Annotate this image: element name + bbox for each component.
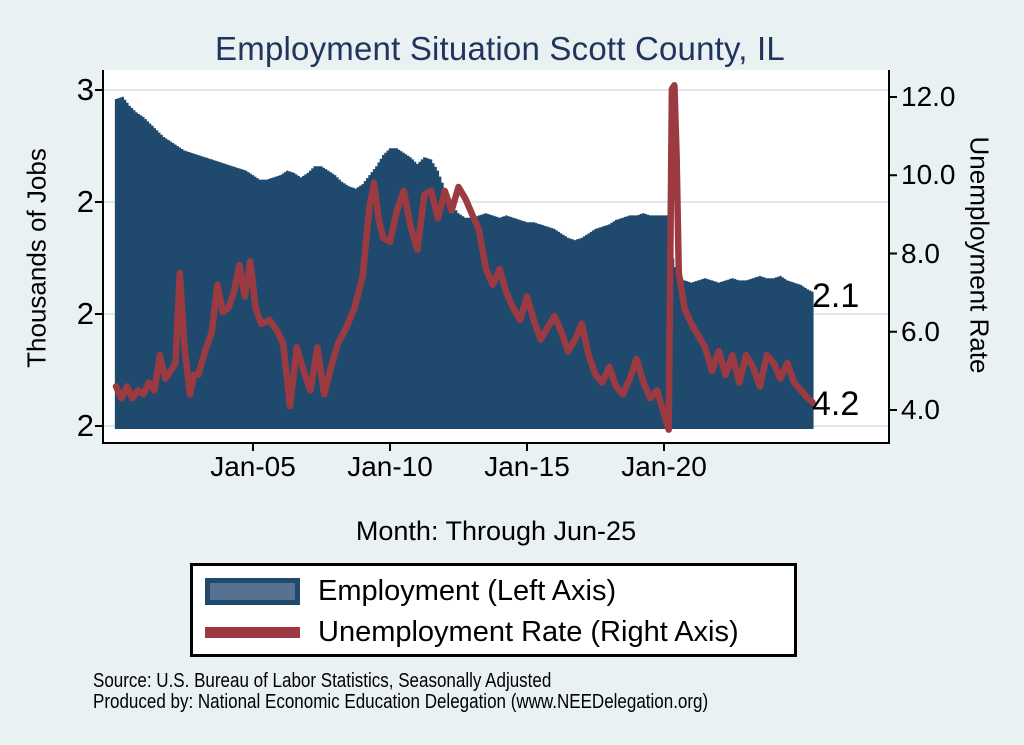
legend-item-unemployment: Unemployment Rate (Right Axis) <box>193 612 794 652</box>
legend: Employment (Left Axis) Unemployment Rate… <box>190 563 797 657</box>
right-axis-tick-label: 6.0 <box>901 315 940 347</box>
unemployment-rate-line <box>112 82 816 433</box>
unemployment-line-swatch <box>205 627 300 638</box>
right-axis-tick-label: 4.0 <box>901 394 940 425</box>
legend-label-employment: Employment (Left Axis) <box>318 575 617 607</box>
legend-label-unemployment: Unemployment Rate (Right Axis) <box>318 616 739 648</box>
right-axis-tick-label: 12.0 <box>901 81 956 112</box>
left-axis-tick-label: 2 <box>76 296 94 331</box>
x-axis-tick-label: Jan-05 <box>210 451 296 482</box>
left-axis-tick-label: 2 <box>76 184 94 219</box>
x-axis-tick-label: Jan-10 <box>347 451 433 482</box>
left-axis-tick-label: 2 <box>76 408 94 443</box>
produced-by-note: Produced by: National Economic Education… <box>93 691 709 713</box>
source-note: Source: U.S. Bureau of Labor Statistics,… <box>93 670 552 692</box>
x-axis-tick-label: Jan-20 <box>621 451 707 482</box>
x-axis-tick-label: Jan-15 <box>484 451 570 482</box>
right-axis-tick-label: 8.0 <box>901 237 940 269</box>
legend-item-employment: Employment (Left Axis) <box>193 571 794 611</box>
unemployment-last-value-label: 4.2 <box>812 385 860 423</box>
left-axis-title: Thousands of Jobs <box>21 148 52 368</box>
employment-last-value-label: 2.1 <box>812 277 860 315</box>
employment-bars <box>114 96 814 429</box>
chart-title: Employment Situation Scott County, IL <box>215 30 785 67</box>
employment-bar-swatch <box>205 578 300 605</box>
left-axis-tick-label: 3 <box>76 72 94 107</box>
x-axis-title: Month: Through Jun-25 <box>355 516 637 546</box>
right-axis-tick-label: 10.0 <box>901 159 956 191</box>
